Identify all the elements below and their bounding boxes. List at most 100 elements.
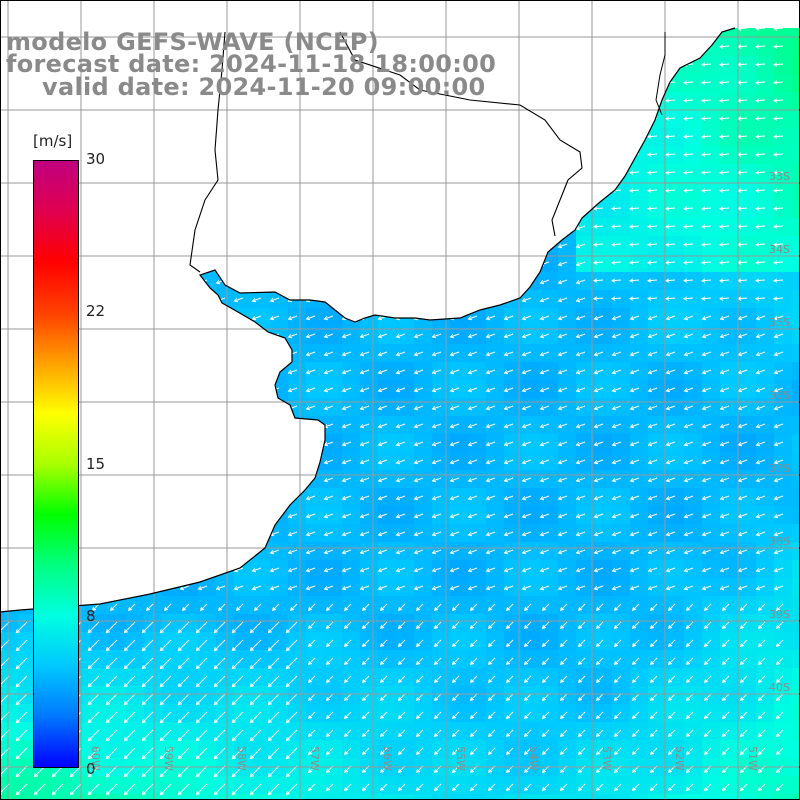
wind-arrow — [469, 639, 478, 648]
sea-cell — [486, 524, 505, 543]
wind-arrow — [307, 693, 316, 702]
wind-arrow — [415, 747, 424, 756]
sea-cell — [198, 632, 217, 651]
sea-cell — [774, 542, 793, 561]
wind-arrow — [105, 693, 118, 706]
wind-arrow — [683, 495, 694, 501]
wind-arrow — [613, 657, 622, 666]
sea-cell — [774, 182, 793, 201]
sea-cell — [18, 614, 37, 633]
wind-arrow — [757, 693, 766, 702]
sea-cell — [432, 632, 451, 651]
forecast-date: forecast date: 2024-11-18 18:00:00 — [6, 50, 497, 78]
wind-arrow — [575, 387, 586, 393]
sea-cell — [630, 578, 649, 597]
sea-cell — [594, 452, 613, 471]
sea-cell — [792, 614, 800, 633]
wind-arrow — [577, 675, 586, 684]
wind-arrow — [649, 603, 658, 612]
sea-cell — [288, 614, 307, 633]
sea-cell — [684, 506, 703, 525]
sea-cell — [648, 380, 667, 399]
sea-cell — [468, 650, 487, 669]
wind-arrow — [593, 351, 604, 357]
wind-arrow — [323, 405, 334, 411]
wind-arrow — [485, 441, 496, 447]
sea-cell — [594, 614, 613, 633]
coast-inlet — [655, 32, 666, 116]
sea-cell — [756, 344, 775, 363]
sea-cell — [450, 668, 469, 687]
wind-arrow — [323, 495, 334, 501]
wind-arrow — [755, 28, 766, 31]
wind-arrow — [523, 657, 532, 666]
lat-label: 36S — [769, 389, 790, 402]
wind-arrow — [611, 278, 622, 283]
wind-arrow — [593, 423, 604, 429]
sea-cell — [252, 668, 271, 687]
wind-arrow — [307, 711, 316, 720]
wind-arrow — [629, 459, 640, 465]
sea-cell — [504, 650, 523, 669]
wind-arrow — [141, 639, 154, 652]
sea-cell — [288, 362, 307, 381]
wind-arrow — [521, 297, 532, 303]
sea-cell — [522, 488, 541, 507]
wind-arrow — [307, 729, 316, 738]
sea-cell — [306, 704, 325, 723]
sea-cell — [126, 650, 145, 669]
sea-cell — [414, 434, 433, 453]
wind-arrow — [325, 693, 334, 702]
wind-arrow — [721, 747, 730, 756]
sea-cell — [666, 92, 685, 111]
wind-arrow — [505, 657, 514, 666]
wind-arrow — [611, 513, 622, 519]
wind-arrow — [737, 459, 748, 465]
wind-arrow — [485, 351, 496, 357]
sea-cell — [396, 506, 415, 525]
sea-cell — [738, 704, 757, 723]
sea-cell — [162, 704, 181, 723]
sea-cell — [558, 722, 577, 741]
sea-cell — [630, 506, 649, 525]
wind-arrow — [719, 188, 730, 193]
wind-arrow — [647, 405, 658, 411]
sea-cell — [792, 632, 800, 651]
wind-arrow — [755, 405, 766, 411]
sea-cell — [432, 488, 451, 507]
wind-arrow — [757, 675, 766, 684]
sea-cell — [162, 614, 181, 633]
sea-cell — [162, 596, 181, 615]
wind-arrow — [665, 513, 676, 519]
sea-cell — [198, 776, 217, 795]
sea-cell — [756, 146, 775, 165]
sea-cell — [432, 740, 451, 759]
wind-arrow — [665, 260, 676, 265]
sea-cell — [648, 182, 667, 201]
wind-arrow — [701, 296, 712, 301]
sea-cell — [612, 326, 631, 345]
sea-cell — [738, 416, 757, 435]
wind-arrow — [595, 657, 604, 666]
sea-cell — [774, 254, 793, 273]
wind-arrow — [87, 783, 100, 796]
sea-cell — [738, 56, 757, 75]
wind-arrow — [559, 621, 568, 630]
sea-cell — [468, 398, 487, 417]
sea-cell — [630, 470, 649, 489]
sea-cell — [252, 794, 271, 800]
wind-arrow — [683, 188, 694, 193]
wind-arrow — [719, 459, 730, 465]
wind-arrow — [361, 711, 370, 720]
sea-cell — [126, 704, 145, 723]
sea-cell — [666, 398, 685, 417]
wind-arrow — [361, 603, 370, 612]
sea-cell — [648, 488, 667, 507]
wind-arrow — [289, 603, 298, 612]
wind-arrow — [539, 585, 550, 591]
wind-arrow — [631, 621, 640, 630]
wind-arrow — [285, 711, 298, 724]
wind-arrow — [285, 693, 298, 706]
sea-cell — [378, 434, 397, 453]
sea-cell — [360, 488, 379, 507]
